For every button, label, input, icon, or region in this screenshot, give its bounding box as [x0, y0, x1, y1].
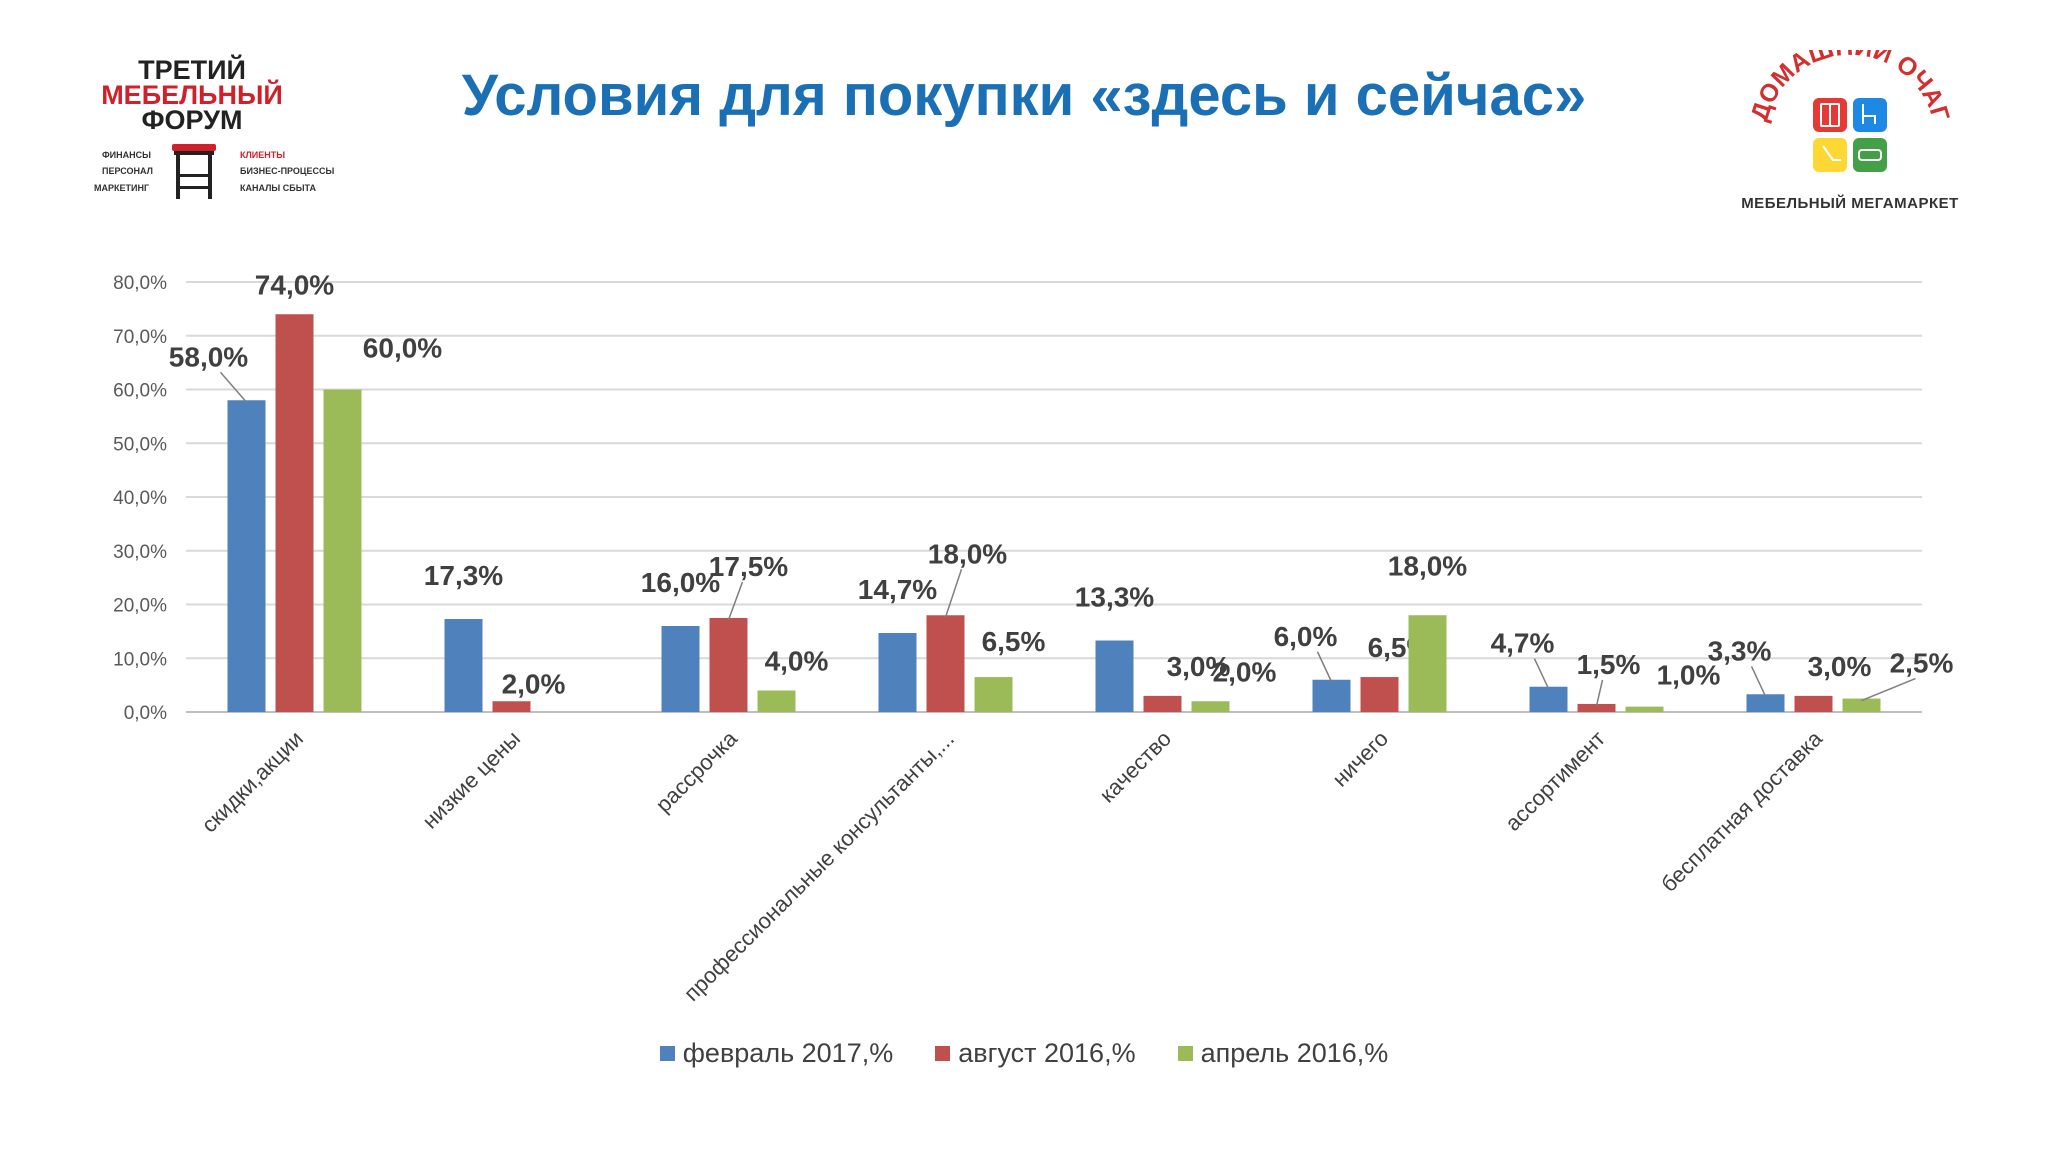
label-leader: [1595, 679, 1604, 707]
data-label: 17,5%: [709, 551, 788, 582]
data-label: 3,0%: [1167, 651, 1231, 682]
x-tick-label: скидки,акции: [196, 726, 308, 838]
x-tick-label: ассортимент: [1500, 726, 1610, 836]
bar: [1312, 679, 1351, 712]
legend-item: август 2016,%: [935, 1038, 1136, 1069]
legend-label: апрель 2016,%: [1200, 1038, 1389, 1068]
data-label: 60,0%: [363, 333, 442, 364]
bar: [1408, 615, 1447, 712]
bar: [1143, 695, 1182, 712]
bar: [1529, 686, 1568, 712]
bar: [227, 400, 266, 712]
data-label: 74,0%: [255, 269, 334, 300]
legend-label: февраль 2017,%: [682, 1038, 894, 1068]
x-tick-label: низкие цены: [417, 726, 525, 834]
bar: [1191, 701, 1230, 712]
label-leader: [1316, 651, 1333, 683]
data-label: 17,3%: [424, 560, 503, 591]
x-tick-label: профессиональные консультанты,...: [679, 726, 959, 1006]
bar: [492, 701, 531, 712]
data-label: 58,0%: [169, 341, 248, 372]
legend-swatch: [935, 1046, 951, 1061]
data-label: 1,0%: [1657, 660, 1721, 691]
forum-logo: ТРЕТИЙ МЕБЕЛЬНЫЙ ФОРУМ ФИНАНСЫ ПЕРСОНАЛ …: [92, 55, 335, 208]
bar: [1095, 640, 1134, 712]
label-leader: [1750, 665, 1767, 697]
y-tick-label: 0,0%: [124, 703, 167, 724]
y-tick-label: 30,0%: [113, 542, 167, 563]
data-label: 2,5%: [1890, 648, 1954, 679]
x-tick-label: ничего: [1327, 726, 1393, 792]
bar: [1746, 694, 1785, 712]
forum-logo-right-item: КЛИЕНТЫ: [240, 150, 286, 160]
stool-icon: [172, 144, 216, 199]
bar: [275, 314, 314, 712]
bar: [709, 617, 748, 712]
legend-swatch: [1177, 1046, 1193, 1061]
forum-logo-line3: ФОРУМ: [141, 105, 243, 135]
data-label: 3,0%: [1808, 651, 1872, 682]
data-label: 18,0%: [1388, 550, 1467, 581]
bar: [1794, 695, 1833, 712]
y-tick-label: 60,0%: [113, 381, 167, 402]
data-label: 14,7%: [858, 574, 937, 605]
store-logo-subtitle: МЕБЕЛЬНЫЙ МЕГАМАРКЕТ: [1741, 195, 1959, 212]
forum-logo-line2: МЕБЕЛЬНЫЙ: [101, 80, 283, 110]
bar: [1360, 677, 1399, 712]
data-label: 16,0%: [641, 567, 720, 598]
data-label: 18,0%: [928, 538, 1007, 569]
bar: [1577, 703, 1616, 712]
data-label: 2,0%: [1213, 656, 1277, 687]
legend-swatch: [659, 1046, 675, 1061]
forum-logo-right-item: БИЗНЕС-ПРОЦЕССЫ: [240, 166, 335, 176]
bar: [1625, 706, 1664, 712]
y-tick-label: 50,0%: [113, 434, 167, 455]
forum-logo-right-item: КАНАЛЫ СБЫТА: [240, 183, 316, 193]
label-leader: [727, 581, 744, 621]
forum-logo-left-item: МАРКЕТИНГ: [94, 183, 150, 193]
forum-logo-left-item: ФИНАНСЫ: [102, 150, 151, 160]
x-tick-label: бесплатная доставка: [1656, 725, 1827, 896]
label-leader: [1533, 658, 1550, 690]
slide-title: Условия для покупки «здесь и сейчас»: [461, 63, 1587, 128]
data-label: 4,0%: [765, 646, 829, 677]
legend-label: август 2016,%: [958, 1038, 1136, 1068]
sofa-icon: [1853, 138, 1887, 172]
label-leader: [1861, 677, 1916, 702]
x-tick-label: рассрочка: [651, 725, 743, 817]
bar: [1842, 698, 1881, 712]
data-label: 6,0%: [1274, 621, 1338, 652]
bar: [661, 626, 700, 712]
label-leader: [944, 569, 963, 618]
y-tick-label: 10,0%: [113, 649, 167, 670]
y-tick-label: 40,0%: [113, 488, 167, 509]
data-label: 13,3%: [1075, 582, 1154, 613]
bar: [878, 632, 917, 712]
legend-item: февраль 2017,%: [659, 1038, 894, 1069]
label-leader: [219, 371, 248, 403]
data-label: 1,5%: [1577, 649, 1641, 680]
forum-logo-left-item: ПЕРСОНАЛ: [102, 166, 153, 176]
forum-logo-line1: ТРЕТИЙ: [138, 55, 246, 85]
data-label: 3,3%: [1708, 635, 1772, 666]
y-tick-label: 80,0%: [113, 273, 167, 294]
data-label: 2,0%: [502, 668, 566, 699]
data-label: 4,7%: [1491, 628, 1555, 659]
data-label: 6,5%: [982, 626, 1046, 657]
legend-item: апрель 2016,%: [1177, 1038, 1389, 1069]
bar: [323, 389, 362, 712]
y-tick-label: 20,0%: [113, 596, 167, 617]
bar: [444, 619, 483, 712]
bar: [757, 690, 796, 712]
bar: [926, 615, 965, 712]
bar: [974, 677, 1013, 712]
x-tick-label: качество: [1094, 726, 1176, 808]
y-tick-label: 70,0%: [113, 327, 167, 348]
chart-legend: февраль 2017,% август 2016,% апрель 2016,%: [0, 1038, 2048, 1069]
